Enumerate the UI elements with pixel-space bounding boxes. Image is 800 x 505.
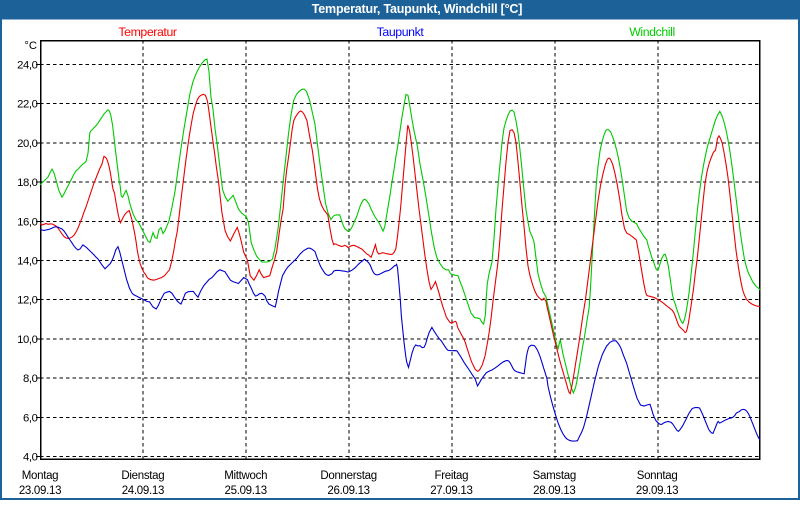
svg-text:24,0: 24,0 xyxy=(17,60,38,72)
svg-text:27.09.13: 27.09.13 xyxy=(430,485,472,497)
svg-text:Montag: Montag xyxy=(22,470,59,482)
svg-text:Windchill: Windchill xyxy=(629,25,675,39)
svg-text:Temperatur: Temperatur xyxy=(118,25,176,39)
svg-text:24.09.13: 24.09.13 xyxy=(122,485,164,497)
svg-text:°C: °C xyxy=(24,40,37,52)
svg-text:10,0: 10,0 xyxy=(17,334,38,346)
svg-text:28.09.13: 28.09.13 xyxy=(533,485,575,497)
svg-text:Freitag: Freitag xyxy=(435,470,469,482)
svg-text:25.09.13: 25.09.13 xyxy=(225,485,267,497)
svg-text:12,0: 12,0 xyxy=(17,295,38,307)
svg-text:Sonntag: Sonntag xyxy=(637,470,678,482)
svg-text:26.09.13: 26.09.13 xyxy=(327,485,369,497)
svg-text:16,0: 16,0 xyxy=(17,216,38,228)
svg-text:Temperatur, Taupunkt, Windchil: Temperatur, Taupunkt, Windchill [°C] xyxy=(312,2,522,16)
svg-text:Samstag: Samstag xyxy=(533,470,576,482)
svg-text:22,0: 22,0 xyxy=(17,99,38,111)
svg-text:14,0: 14,0 xyxy=(17,256,38,268)
svg-text:20,0: 20,0 xyxy=(17,138,38,150)
svg-text:Dienstag: Dienstag xyxy=(121,470,164,482)
svg-text:23.09.13: 23.09.13 xyxy=(19,485,61,497)
svg-text:6,0: 6,0 xyxy=(23,412,38,424)
svg-text:Taupunkt: Taupunkt xyxy=(377,25,425,39)
svg-text:8,0: 8,0 xyxy=(23,373,38,385)
svg-text:29.09.13: 29.09.13 xyxy=(636,485,678,497)
svg-text:Donnerstag: Donnerstag xyxy=(320,470,376,482)
svg-text:18,0: 18,0 xyxy=(17,177,38,189)
svg-text:Mittwoch: Mittwoch xyxy=(224,470,267,482)
svg-text:4,0: 4,0 xyxy=(23,452,38,464)
